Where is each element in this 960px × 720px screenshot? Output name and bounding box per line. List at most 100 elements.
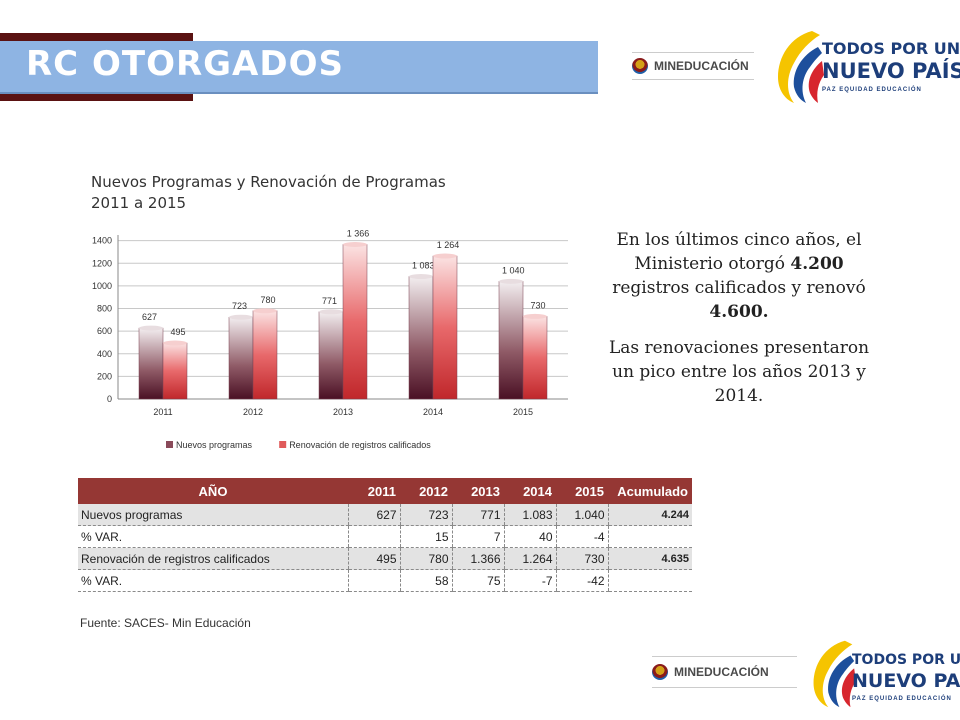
todos-por-un-nuevo-pais-logo-bottom: TODOS POR UN NUEVO PAÍS PAZ EQUIDAD EDUC… bbox=[808, 636, 960, 716]
row-label: Nuevos programas bbox=[78, 504, 348, 526]
bar-nuevos bbox=[408, 276, 434, 400]
logo-line3: PAZ EQUIDAD EDUCACIÓN bbox=[852, 696, 952, 702]
y-tick-label: 200 bbox=[97, 371, 112, 381]
bar-nuevos bbox=[318, 311, 344, 400]
table-cell: -42 bbox=[555, 569, 608, 592]
data-label: 1 040 bbox=[502, 265, 525, 275]
chart-title: Nuevos Programas y Renovación de Program… bbox=[91, 172, 446, 214]
y-tick-label: 600 bbox=[97, 326, 112, 336]
bar-renovacion bbox=[432, 255, 458, 400]
x-tick-label: 2015 bbox=[513, 407, 533, 417]
x-tick-label: 2012 bbox=[243, 407, 263, 417]
data-label: 730 bbox=[530, 300, 545, 310]
mineducacion-logo-bottom: MINEDUCACIÓN bbox=[652, 656, 797, 688]
y-tick-label: 0 bbox=[107, 394, 112, 404]
todos-por-un-nuevo-pais-logo-top: TODOS POR UN NUEVO PAÍS PAZ EQUIDAD EDUC… bbox=[772, 27, 960, 107]
header-cell: 2013 bbox=[452, 478, 504, 504]
table-cell: 75 bbox=[451, 569, 504, 592]
header-cell: 2012 bbox=[400, 478, 452, 504]
swoosh-icon bbox=[778, 31, 824, 103]
swoosh-icon bbox=[813, 640, 856, 708]
x-tick-label: 2014 bbox=[423, 407, 443, 417]
bar-renovacion bbox=[162, 342, 188, 400]
bar-cap bbox=[499, 278, 523, 284]
header-cell: 2011 bbox=[348, 478, 400, 504]
table-row: Renovación de registros calificados 495 … bbox=[78, 547, 692, 570]
bar-cap bbox=[343, 242, 367, 248]
data-label: 495 bbox=[170, 327, 185, 337]
y-tick-label: 400 bbox=[97, 349, 112, 359]
narrative-p1-part1: En los últimos cinco años, el Ministerio… bbox=[616, 230, 862, 274]
table-cell: 780 bbox=[399, 547, 452, 570]
x-tick-label: 2013 bbox=[333, 407, 353, 417]
y-tick-label: 1400 bbox=[92, 236, 112, 246]
coat-of-arms-icon bbox=[632, 58, 648, 74]
table-cell: 1.083 bbox=[503, 504, 556, 526]
bar-cap bbox=[319, 309, 343, 315]
chart-title-line2: 2011 a 2015 bbox=[91, 194, 187, 212]
bar-renovacion bbox=[252, 310, 278, 400]
table-row: % VAR. 58 75 -7 -42 bbox=[78, 569, 692, 592]
table-header-row: AÑO 2011 2012 2013 2014 2015 Acumulado bbox=[78, 478, 692, 504]
logo-line1: TODOS POR UN bbox=[852, 652, 960, 668]
x-tick-label: 2011 bbox=[153, 407, 172, 417]
data-label: 1 366 bbox=[347, 229, 370, 239]
row-label: Renovación de registros calificados bbox=[78, 547, 348, 570]
table-cell: 4.635 bbox=[607, 547, 692, 570]
data-label: 1 264 bbox=[437, 240, 460, 250]
chart-title-line1: Nuevos Programas y Renovación de Program… bbox=[91, 173, 446, 191]
bar-cap bbox=[433, 253, 457, 259]
table-cell: 495 bbox=[347, 547, 400, 570]
table-cell: 1.366 bbox=[451, 547, 504, 570]
legend-swatch bbox=[166, 441, 173, 448]
header-cell: Acumulado bbox=[608, 478, 692, 504]
table-cell bbox=[347, 525, 400, 548]
table-cell: 4.244 bbox=[607, 504, 692, 526]
table-cell: 771 bbox=[451, 504, 504, 526]
table-cell: 723 bbox=[399, 504, 452, 526]
table-cell bbox=[607, 569, 692, 592]
table-cell: 40 bbox=[503, 525, 556, 548]
header-cell: 2015 bbox=[556, 478, 608, 504]
data-label: 1 083 bbox=[412, 261, 435, 271]
legend-swatch bbox=[279, 441, 287, 448]
data-label: 723 bbox=[232, 301, 247, 311]
bar-renovacion bbox=[342, 244, 368, 400]
table-row: Nuevos programas 627 723 771 1.083 1.040… bbox=[78, 504, 692, 526]
data-label: 771 bbox=[322, 296, 337, 306]
y-tick-label: 1000 bbox=[92, 281, 112, 291]
table-cell: -4 bbox=[555, 525, 608, 548]
narrative-text: En los últimos cinco años, el Ministerio… bbox=[598, 228, 880, 420]
mineducacion-logo-top: MINEDUCACIÓN bbox=[632, 52, 754, 80]
table-cell: 1.040 bbox=[555, 504, 608, 526]
header-cell: 2014 bbox=[504, 478, 556, 504]
y-tick-label: 1200 bbox=[92, 258, 112, 268]
logo-line2: NUEVO PAÍS bbox=[852, 670, 960, 692]
logo-line1: TODOS POR UN bbox=[822, 39, 960, 58]
narrative-p1: En los últimos cinco años, el Ministerio… bbox=[598, 228, 880, 324]
narrative-p1-part2: registros calificados y renovó bbox=[612, 278, 866, 298]
table-cell: 7 bbox=[451, 525, 504, 548]
data-table: AÑO 2011 2012 2013 2014 2015 Acumulado N… bbox=[78, 478, 692, 592]
row-label: % VAR. bbox=[78, 569, 348, 592]
bar-nuevos bbox=[138, 327, 164, 400]
narrative-p2: Las renovaciones presentaron un pico ent… bbox=[608, 338, 870, 406]
bar-cap bbox=[229, 314, 253, 320]
logo-line3: PAZ EQUIDAD EDUCACIÓN bbox=[822, 87, 922, 93]
bar-chart: 0 200 400 600 800 1000 1200 1400 2011 627 495 2012 7… bbox=[92, 229, 568, 450]
mineducacion-text: MINEDUCACIÓN bbox=[674, 665, 769, 679]
y-tick-label: 800 bbox=[97, 304, 112, 314]
narrative-p1-bold1: 4.200 bbox=[790, 254, 844, 274]
bar-cap bbox=[139, 325, 163, 331]
table-cell: 1.264 bbox=[503, 547, 556, 570]
bar-cap bbox=[163, 340, 187, 346]
table-cell: 627 bbox=[347, 504, 400, 526]
narrative-p1-bold2: 4.600. bbox=[709, 302, 769, 322]
table-row: % VAR. 15 7 40 -4 bbox=[78, 525, 692, 548]
mineducacion-text: MINEDUCACIÓN bbox=[654, 59, 749, 73]
bar-cap bbox=[523, 313, 547, 319]
bar-nuevos bbox=[228, 316, 254, 400]
legend-label: Nuevos programas bbox=[176, 440, 253, 450]
data-label: 780 bbox=[260, 295, 275, 305]
bar-cap bbox=[409, 274, 433, 280]
